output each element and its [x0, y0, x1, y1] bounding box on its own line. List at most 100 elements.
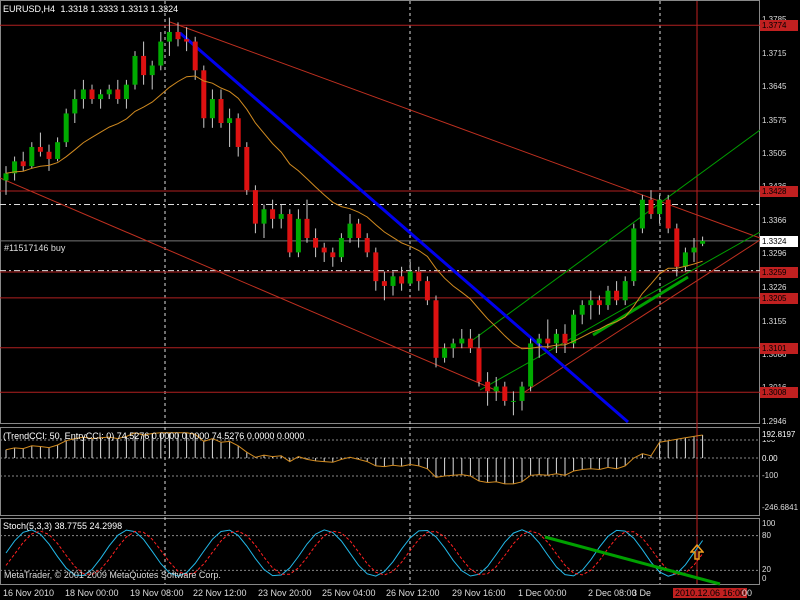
cci-title: (TrendCCI: 50, EntryCCI: 0) 74.5276 0.00…: [3, 431, 305, 441]
price-tag: 1.3428: [760, 186, 798, 198]
candle-body: [545, 338, 551, 344]
time-tick: 18 Nov 00:00: [65, 588, 119, 598]
moving-average-line: [5, 75, 703, 350]
candle-body: [235, 118, 241, 147]
candle-body: [614, 290, 620, 301]
price-tick: 1.3645: [762, 82, 787, 92]
candle-body: [519, 386, 525, 401]
price-tick: 1.3575: [762, 115, 787, 125]
time-tick: 16 Nov 2010: [3, 588, 55, 598]
candle-body: [3, 173, 9, 181]
price-tick: 1.3296: [762, 249, 787, 259]
candle-body: [72, 99, 78, 114]
candle-body: [261, 209, 267, 224]
candle-body: [476, 348, 482, 382]
candle-body: [579, 305, 585, 315]
candle-body: [192, 41, 198, 71]
candle-body: [347, 223, 353, 239]
stoch-main-line: [5, 529, 704, 577]
time-tick: 3 De: [632, 588, 652, 598]
candle-body: [674, 228, 680, 267]
price-tag: 1.3101: [760, 342, 798, 354]
candle-body: [278, 214, 284, 219]
candle-body: [338, 238, 344, 258]
stoch-title: Stoch(5,3,3) 38.7755 24.2998: [3, 521, 123, 531]
candle-body: [175, 31, 181, 40]
candle-body: [631, 228, 637, 282]
stoch-signal-line: [5, 530, 703, 576]
price-tag: 1.3008: [760, 387, 798, 399]
cci-tick: -100: [762, 471, 779, 480]
candle-body: [571, 314, 577, 344]
candle-body: [356, 223, 362, 239]
candle-body: [381, 281, 387, 286]
candle-body: [63, 113, 69, 143]
candle-body: [270, 209, 276, 219]
candle-body: [209, 99, 215, 119]
time-tick: 25 Nov 04:00: [322, 588, 376, 598]
green-trendline: [592, 275, 689, 337]
candle-body: [450, 343, 456, 349]
candle-body: [304, 218, 310, 239]
symbol-label: EURUSD,H4: [3, 4, 56, 14]
candle-body: [244, 146, 250, 191]
candle-body: [218, 99, 224, 124]
stoch-tick: 100: [762, 519, 776, 528]
candle-body: [700, 240, 706, 244]
stoch-tick: 80: [762, 530, 771, 540]
order-label: #11517146 buy: [4, 243, 66, 253]
candle-body: [132, 55, 138, 85]
candle-body: [459, 338, 465, 344]
green-channel-upper: [469, 129, 761, 343]
candle-body: [89, 89, 95, 100]
candle-body: [536, 338, 542, 344]
candle-body: [502, 386, 508, 401]
candle-body: [321, 247, 327, 253]
time-tick: 19 Nov 08:00: [130, 588, 184, 598]
time-tick: 00: [742, 588, 753, 598]
candle-body: [37, 146, 43, 152]
candle-body: [115, 89, 121, 100]
chart-header: EURUSD,H4 1.3318 1.3333 1.3313 1.3324: [3, 4, 178, 15]
candle-body: [158, 41, 164, 66]
cci-line: [5, 432, 703, 485]
price-tick: 1.2946: [762, 417, 787, 426]
price-tag: 1.3259: [760, 267, 798, 279]
candle-body: [55, 142, 61, 159]
candle-body: [20, 161, 26, 167]
green-channel-lower: [479, 231, 761, 391]
candle-body: [227, 118, 233, 124]
copyright: MetaTrader, © 2001-2009 MetaQuotes Softw…: [4, 570, 221, 580]
price-tick: 1.3785: [762, 15, 786, 25]
ohlc-label: 1.3318 1.3333 1.3313 1.3324: [60, 4, 179, 14]
candle-body: [98, 94, 104, 100]
main-panel-frame: [0, 0, 760, 424]
candle-body: [691, 247, 697, 253]
candle-body: [442, 348, 448, 358]
time-tick: 26 Nov 12:00: [386, 588, 440, 598]
candle-body: [467, 338, 473, 349]
candle-body: [252, 190, 258, 224]
channel-rising-line: [519, 239, 761, 396]
arrow-up-icon: [689, 543, 705, 560]
time-tick: 29 Nov 16:00: [452, 588, 506, 598]
candle-body: [106, 89, 112, 95]
candle-body: [141, 55, 147, 76]
price-tick: 1.3505: [762, 149, 787, 159]
candle-body: [485, 381, 491, 392]
candle-body: [648, 199, 654, 215]
time-tick: 23 Nov 20:00: [258, 588, 312, 598]
candle-body: [562, 333, 568, 344]
candle-body: [184, 39, 190, 42]
cci-tick: -246.6841: [762, 503, 799, 512]
candle-body: [287, 214, 293, 253]
candle-body: [622, 281, 628, 301]
candle-body: [123, 84, 129, 100]
time-tick: 22 Nov 12:00: [193, 588, 247, 598]
price-tick: 1.3155: [762, 316, 787, 326]
time-tick: 1 Dec 00:00: [518, 588, 567, 598]
candle-body: [201, 70, 207, 119]
stoch-panel-frame: [0, 518, 760, 585]
price-tick: 1.3226: [762, 282, 787, 292]
